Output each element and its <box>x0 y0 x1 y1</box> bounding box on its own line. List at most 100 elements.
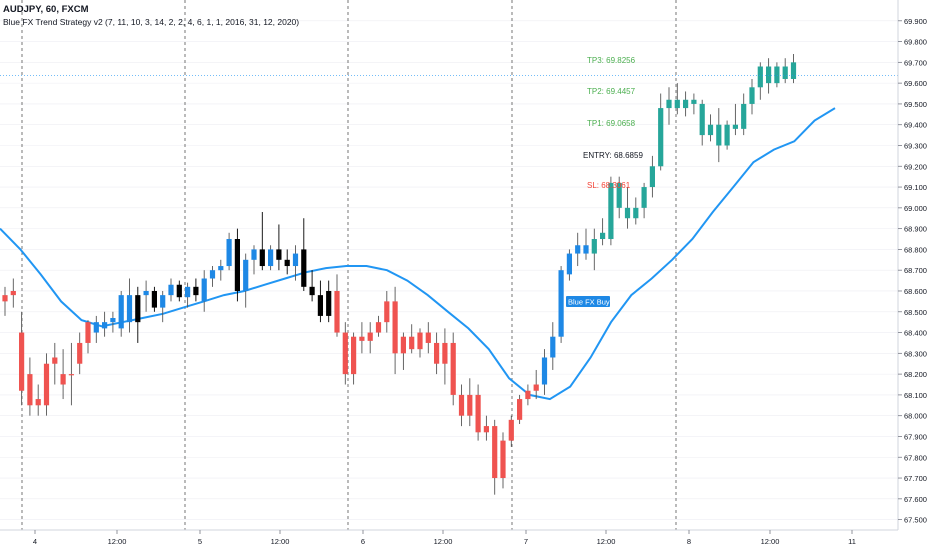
candle[interactable] <box>359 322 365 354</box>
candle[interactable] <box>68 342 74 406</box>
candle[interactable] <box>724 120 730 150</box>
candle[interactable] <box>425 322 431 354</box>
candle[interactable] <box>442 328 448 385</box>
candle[interactable] <box>541 349 548 395</box>
candle[interactable] <box>774 62 780 88</box>
candle[interactable] <box>276 224 282 271</box>
candle[interactable] <box>600 218 606 246</box>
candle[interactable] <box>268 245 274 271</box>
candle[interactable] <box>102 311 108 337</box>
candle[interactable] <box>392 286 398 375</box>
candle[interactable] <box>19 311 25 406</box>
candles[interactable] <box>2 54 797 495</box>
candle[interactable] <box>292 245 299 281</box>
candle[interactable] <box>550 322 556 370</box>
candle[interactable] <box>218 259 224 281</box>
candle[interactable] <box>583 228 589 260</box>
candle[interactable] <box>110 311 116 333</box>
candle[interactable] <box>209 266 216 287</box>
candle[interactable] <box>633 197 639 225</box>
candle[interactable] <box>434 332 440 375</box>
candle[interactable] <box>749 78 755 115</box>
candle[interactable] <box>259 212 265 271</box>
candle[interactable] <box>608 176 614 246</box>
candle[interactable] <box>400 332 406 370</box>
candle[interactable] <box>52 342 58 385</box>
candle[interactable] <box>508 415 514 447</box>
candle[interactable] <box>375 315 382 337</box>
candle[interactable] <box>741 93 747 136</box>
candle[interactable] <box>699 99 705 146</box>
candle[interactable] <box>458 384 465 427</box>
candle[interactable] <box>492 419 498 495</box>
candle[interactable] <box>716 108 722 163</box>
candle[interactable] <box>566 249 572 281</box>
candle[interactable] <box>658 93 664 171</box>
candle[interactable] <box>641 182 647 219</box>
candle[interactable] <box>732 103 738 136</box>
candle[interactable] <box>168 278 174 302</box>
candle[interactable] <box>533 369 539 400</box>
candle[interactable] <box>234 228 240 302</box>
candle[interactable] <box>342 322 348 385</box>
candle[interactable] <box>757 62 763 100</box>
candle[interactable] <box>409 324 415 354</box>
candle[interactable] <box>649 155 655 198</box>
candle[interactable] <box>35 384 41 416</box>
candle[interactable] <box>674 83 680 115</box>
candle[interactable] <box>301 218 307 291</box>
candle[interactable] <box>27 357 33 416</box>
candle[interactable] <box>176 280 182 302</box>
candle[interactable] <box>384 290 390 333</box>
candle[interactable] <box>351 332 357 385</box>
candle[interactable] <box>707 114 714 142</box>
candle[interactable] <box>43 353 50 416</box>
candle[interactable] <box>624 187 631 229</box>
candle[interactable] <box>326 280 332 323</box>
candle[interactable] <box>790 54 797 84</box>
candle[interactable] <box>160 290 166 323</box>
candle[interactable] <box>525 384 531 406</box>
candle[interactable] <box>475 384 481 441</box>
candle[interactable] <box>251 245 257 275</box>
candle[interactable] <box>193 278 199 302</box>
candle[interactable] <box>60 349 66 400</box>
candle[interactable] <box>467 378 473 427</box>
candle[interactable] <box>243 253 249 308</box>
candle[interactable] <box>450 332 456 406</box>
candle[interactable] <box>666 87 672 125</box>
candle[interactable] <box>77 332 83 375</box>
candle[interactable] <box>483 415 489 441</box>
candle[interactable] <box>284 249 290 275</box>
candle[interactable] <box>500 432 506 489</box>
indicator-legend[interactable]: Blue FX Trend Strategy v2 (7, 11, 10, 3,… <box>3 17 300 27</box>
candle[interactable] <box>2 286 8 316</box>
candle[interactable] <box>782 58 788 84</box>
candle[interactable] <box>558 266 564 343</box>
candle[interactable] <box>691 93 697 115</box>
candle[interactable] <box>309 270 315 302</box>
candle[interactable] <box>591 228 597 271</box>
candle[interactable] <box>135 286 141 343</box>
candle[interactable] <box>118 290 124 337</box>
candle[interactable] <box>201 270 207 312</box>
symbol-title[interactable]: AUDJPY, 60, FXCM <box>3 4 89 15</box>
candle[interactable] <box>334 274 340 337</box>
candle[interactable] <box>226 232 232 271</box>
candle[interactable] <box>151 286 157 312</box>
candle[interactable] <box>126 278 133 333</box>
candle[interactable] <box>517 394 523 424</box>
candle[interactable] <box>575 232 581 267</box>
candle[interactable] <box>143 280 149 312</box>
candle[interactable] <box>85 320 91 354</box>
candle[interactable] <box>766 58 772 94</box>
candle[interactable] <box>367 322 373 354</box>
candle[interactable] <box>93 315 99 343</box>
candle[interactable] <box>10 278 16 308</box>
candle[interactable] <box>616 176 622 219</box>
candle[interactable] <box>317 280 323 323</box>
candle[interactable] <box>417 328 423 358</box>
candle[interactable] <box>683 91 689 117</box>
